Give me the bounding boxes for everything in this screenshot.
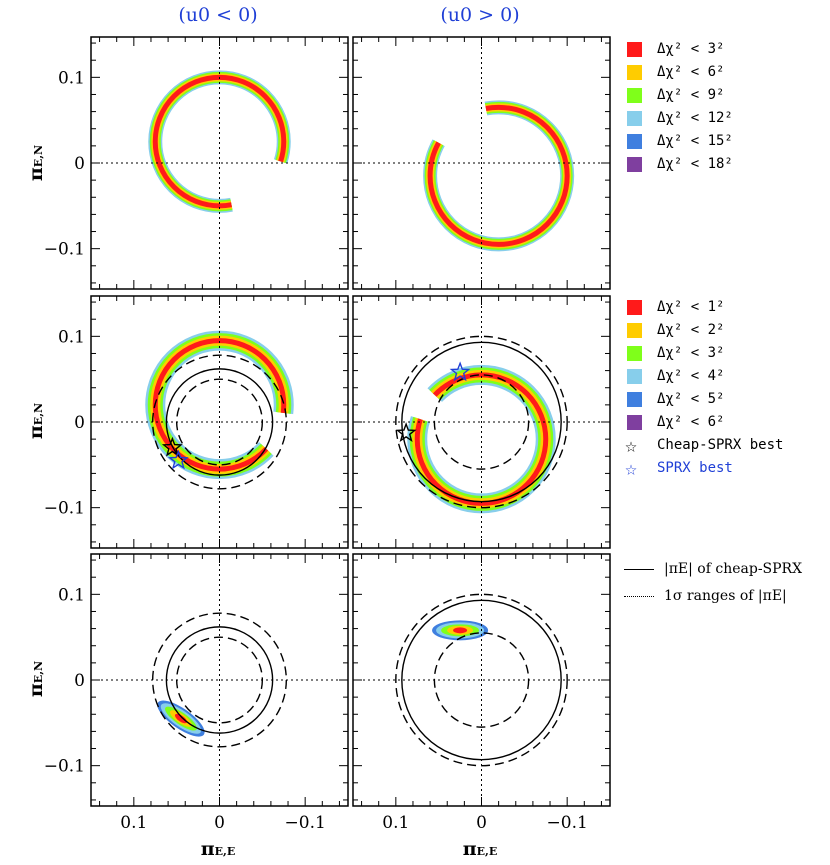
y-tick-label: 0: [74, 413, 85, 433]
x-tick-label: −0.1: [547, 813, 588, 833]
panel-plot-area: [353, 554, 610, 806]
legend-swatch: [627, 369, 642, 384]
data-blob: [453, 627, 468, 634]
data-ring: [414, 372, 549, 506]
panel-plot-area: [91, 296, 348, 548]
legend-swatch: [627, 300, 642, 315]
y-tick-label: 0.1: [58, 585, 85, 605]
legend-swatch: [627, 88, 642, 103]
cheap-sprx-best-star: [395, 422, 417, 443]
y-axis-label-bottom: πE,N: [25, 660, 47, 698]
legend-swatch: [627, 323, 642, 338]
y-tick-label: 0: [74, 671, 85, 691]
y-tick-label: 0.1: [58, 327, 85, 347]
legend-label: Δχ² < 1²: [657, 299, 725, 315]
star-outline-icon: ☆: [625, 456, 638, 480]
legend-label: Cheap-SPRX best: [657, 437, 784, 453]
panel: [352, 295, 611, 549]
legend-swatch: [627, 415, 642, 430]
x-axis-label-right: πE,E: [462, 838, 498, 860]
data-ring: [427, 104, 570, 247]
legend-swatch: [627, 42, 642, 57]
data-blob: [174, 713, 187, 724]
y-tick-label: −0.1: [44, 499, 85, 519]
panel: [90, 295, 349, 549]
x-tick-label: 0.1: [120, 813, 147, 833]
legend-swatch: [627, 65, 642, 80]
panel-plot-area: [353, 296, 610, 548]
legend-label: Δχ² < 15²: [657, 133, 733, 149]
legend-label: Δχ² < 12²: [657, 110, 733, 126]
legend-label: 1σ ranges of |πE|: [664, 588, 787, 604]
data-ring: [152, 74, 287, 209]
x-tick-label: 0: [476, 813, 487, 833]
legend-swatch: [627, 134, 642, 149]
sprx-best-star: [167, 449, 189, 470]
cheap-sprx-best-star: [161, 436, 183, 457]
legend-label: Δχ² < 2²: [657, 322, 725, 338]
y-axis-label-top: πE,N: [25, 144, 47, 182]
legend-swatch: [627, 392, 642, 407]
panel: [352, 553, 611, 807]
legend-label: Δχ² < 4²: [657, 368, 725, 384]
legend-label: Δχ² < 9²: [657, 87, 725, 103]
legend-label: SPRX best: [657, 460, 733, 476]
y-tick-label: −0.1: [44, 240, 85, 260]
star-outline-icon: ☆: [625, 433, 638, 457]
x-tick-label: 0: [214, 813, 225, 833]
column-title-u0-pos: (u0 > 0): [440, 4, 520, 26]
y-tick-label: 0.1: [58, 68, 85, 88]
panel: [352, 36, 611, 290]
y-tick-label: 0: [74, 154, 85, 174]
column-title-u0-neg: (u0 < 0): [178, 4, 258, 26]
y-axis-label-middle: πE,N: [25, 402, 47, 440]
sprx-best-star: [449, 361, 471, 382]
legend-label: Δχ² < 6²: [657, 64, 725, 80]
panel-plot-area: [91, 554, 348, 806]
panel: [90, 553, 349, 807]
solid-line-icon: [624, 569, 654, 570]
legend-swatch: [627, 346, 642, 361]
legend-swatch: [627, 157, 642, 172]
legend-label: Δχ² < 5²: [657, 391, 725, 407]
legend-label: Δχ² < 3²: [657, 345, 725, 361]
legend-swatch: [627, 111, 642, 126]
legend-label: Δχ² < 6²: [657, 414, 725, 430]
panel-plot-area: [353, 37, 610, 289]
legend-label: Δχ² < 3²: [657, 41, 725, 57]
legend-label: |πE| of cheap-SPRX: [664, 561, 803, 577]
panel-plot-area: [91, 37, 348, 289]
y-tick-label: −0.1: [44, 757, 85, 777]
dotted-line-icon: [624, 596, 654, 597]
x-axis-label-left: πE,E: [200, 838, 236, 860]
x-tick-label: −0.1: [285, 813, 326, 833]
legend-label: Δχ² < 18²: [657, 156, 733, 172]
x-tick-label: 0.1: [382, 813, 409, 833]
panel: [90, 36, 349, 290]
